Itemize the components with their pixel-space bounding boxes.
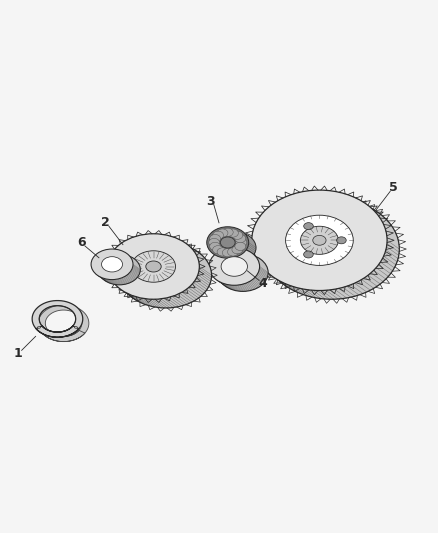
Ellipse shape <box>227 229 238 237</box>
Ellipse shape <box>109 262 130 277</box>
Ellipse shape <box>264 199 399 299</box>
Ellipse shape <box>218 254 268 292</box>
Ellipse shape <box>38 326 41 328</box>
Ellipse shape <box>235 243 246 251</box>
Ellipse shape <box>131 251 176 282</box>
Ellipse shape <box>144 260 188 291</box>
Ellipse shape <box>217 248 228 256</box>
Polygon shape <box>38 305 89 342</box>
Text: 3: 3 <box>206 195 215 207</box>
Ellipse shape <box>208 238 219 247</box>
Polygon shape <box>111 263 146 281</box>
Ellipse shape <box>252 190 387 290</box>
Ellipse shape <box>207 227 249 258</box>
Ellipse shape <box>74 326 78 328</box>
Ellipse shape <box>304 251 313 258</box>
Ellipse shape <box>300 226 339 254</box>
Ellipse shape <box>120 243 212 308</box>
Ellipse shape <box>286 215 353 265</box>
Ellipse shape <box>304 223 313 230</box>
Ellipse shape <box>227 248 238 256</box>
Ellipse shape <box>210 243 221 251</box>
Polygon shape <box>32 301 83 337</box>
Ellipse shape <box>313 236 326 245</box>
Ellipse shape <box>222 248 233 257</box>
Ellipse shape <box>232 246 243 254</box>
Ellipse shape <box>99 254 140 285</box>
Text: 6: 6 <box>77 236 86 249</box>
Text: 2: 2 <box>101 216 110 229</box>
Ellipse shape <box>214 232 256 263</box>
Ellipse shape <box>108 234 199 299</box>
Ellipse shape <box>213 246 223 254</box>
Ellipse shape <box>213 231 223 239</box>
Ellipse shape <box>210 235 221 243</box>
Ellipse shape <box>102 257 123 272</box>
Text: 1: 1 <box>14 348 22 360</box>
Ellipse shape <box>146 261 161 272</box>
Ellipse shape <box>209 248 260 285</box>
Text: 4: 4 <box>258 278 267 290</box>
Ellipse shape <box>236 238 247 247</box>
Ellipse shape <box>230 263 256 282</box>
Ellipse shape <box>232 231 243 239</box>
Ellipse shape <box>217 229 228 237</box>
Ellipse shape <box>298 224 365 274</box>
Text: 5: 5 <box>389 181 398 195</box>
Ellipse shape <box>221 257 247 276</box>
Ellipse shape <box>220 237 235 248</box>
Ellipse shape <box>107 275 114 279</box>
Ellipse shape <box>91 249 133 280</box>
Ellipse shape <box>235 235 246 243</box>
Ellipse shape <box>222 228 233 236</box>
Ellipse shape <box>337 237 346 244</box>
